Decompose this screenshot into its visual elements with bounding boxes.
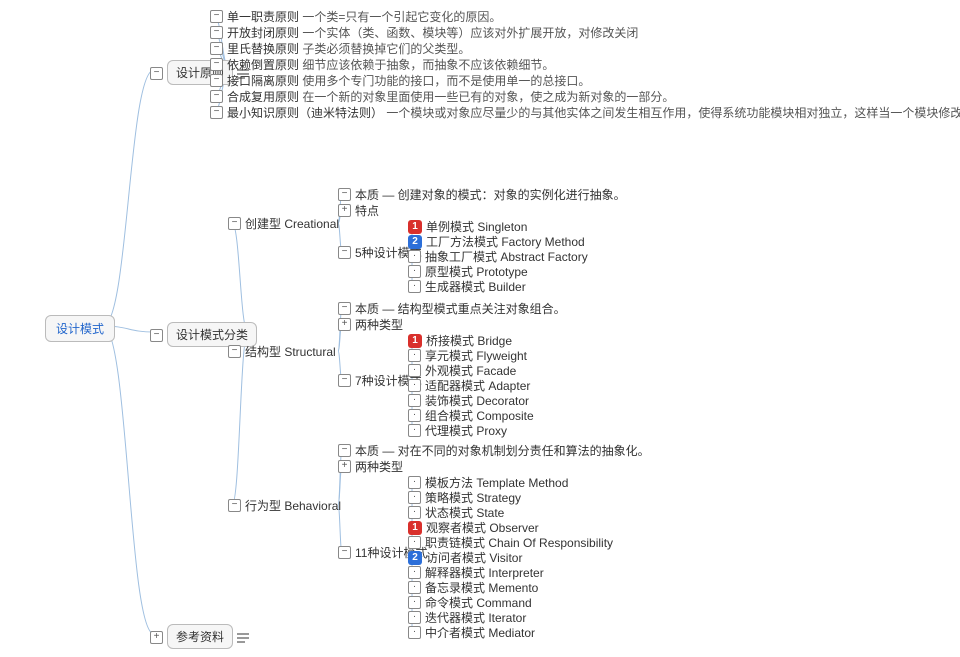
collapse-icon[interactable]: − (210, 10, 223, 23)
essence[interactable]: −本质 — 创建对象的模式：对象的实例化进行抽象。 (338, 186, 626, 203)
pattern-leaf[interactable]: ·中介者模式 Mediator (408, 624, 535, 641)
expand-icon[interactable]: · (408, 506, 421, 519)
expand-icon[interactable]: · (408, 596, 421, 609)
principle-desc: 在一个新的对象里面使用一些已有的对象，使之成为新对象的一部分。 (302, 88, 674, 105)
principle-title: 合成复用原则 (227, 88, 299, 105)
collapse-icon[interactable]: − (228, 499, 241, 512)
collapse-icon[interactable]: − (150, 329, 163, 342)
pattern-leaf[interactable]: ·生成器模式 Builder (408, 278, 526, 295)
expand-icon[interactable]: · (408, 581, 421, 594)
principle-row[interactable]: −里氏替换原则 子类必须替换掉它们的父类型。 (210, 40, 470, 57)
collapse-icon[interactable]: − (338, 302, 351, 315)
collapse-icon[interactable]: + (338, 460, 351, 473)
category-structural[interactable]: −结构型 Structural (228, 343, 336, 360)
expand-icon[interactable]: · (408, 250, 421, 263)
principle-row[interactable]: −合成复用原则 在一个新的对象里面使用一些已有的对象，使之成为新对象的一部分。 (210, 88, 674, 105)
category-behavioral[interactable]: −行为型 Behavioral (228, 497, 341, 514)
notes-icon (237, 633, 249, 643)
expand-icon[interactable]: · (408, 265, 421, 278)
collapse-icon[interactable]: − (210, 58, 223, 71)
collapse-icon[interactable]: − (228, 345, 241, 358)
principle-row[interactable]: −开放封闭原则 一个实体（类、函数、模块等）应该对外扩展开放，对修改关闭 (210, 24, 638, 41)
collapse-icon[interactable]: − (338, 188, 351, 201)
principle-desc: 一个模块或对象应尽量少的与其他实体之间发生相互作用，使得系统功能模块相对独立，这… (386, 104, 960, 121)
principle-row[interactable]: −最小知识原则（迪米特法则） 一个模块或对象应尽量少的与其他实体之间发生相互作用… (210, 104, 960, 121)
traits[interactable]: +特点 (338, 202, 379, 219)
principle-desc: 细节应该依赖于抽象，而抽象不应该依赖细节。 (302, 56, 554, 73)
collapse-icon[interactable]: − (210, 90, 223, 103)
collapse-icon[interactable]: − (228, 217, 241, 230)
collapse-icon[interactable]: − (338, 374, 351, 387)
collapse-icon[interactable]: + (338, 204, 351, 217)
essence[interactable]: −本质 — 对在不同的对象机制划分责任和算法的抽象化。 (338, 442, 650, 459)
expand-icon[interactable]: · (408, 349, 421, 362)
collapse-icon[interactable]: − (210, 42, 223, 55)
expand-icon[interactable]: · (408, 364, 421, 377)
principle-desc: 一个类=只有一个引起它变化的原因。 (302, 8, 501, 25)
expand-icon[interactable]: · (408, 394, 421, 407)
expand-icon[interactable]: · (408, 566, 421, 579)
collapse-icon[interactable]: − (210, 106, 223, 119)
root-node[interactable]: 设计模式 (45, 315, 115, 342)
principle-desc: 子类必须替换掉它们的父类型。 (302, 40, 470, 57)
expand-icon[interactable]: · (408, 379, 421, 392)
essence[interactable]: −本质 — 结构型模式重点关注对象组合。 (338, 300, 566, 317)
expand-icon[interactable]: · (408, 536, 421, 549)
principle-title: 依赖倒置原则 (227, 56, 299, 73)
principle-row[interactable]: −依赖倒置原则 细节应该依赖于抽象，而抽象不应该依赖细节。 (210, 56, 554, 73)
principle-title: 开放封闭原则 (227, 24, 299, 41)
badge-icon: 1 (408, 220, 422, 234)
badge-icon: 2 (408, 235, 422, 249)
principle-row[interactable]: −接口隔离原则 使用多个专门功能的接口，而不是使用单一的总接口。 (210, 72, 590, 89)
expand-icon[interactable]: · (408, 409, 421, 422)
kinds[interactable]: +两种类型 (338, 316, 403, 333)
badge-icon: 1 (408, 521, 422, 535)
collapse-icon[interactable]: + (338, 318, 351, 331)
root-label: 设计模式 (45, 315, 115, 342)
badge-icon: 2 (408, 551, 422, 565)
category-creational[interactable]: −创建型 Creational (228, 215, 339, 232)
kinds[interactable]: +两种类型 (338, 458, 403, 475)
principle-title: 最小知识原则（迪米特法则） (227, 104, 383, 121)
collapse-icon[interactable]: − (338, 444, 351, 457)
badge-icon: 1 (408, 334, 422, 348)
collapse-icon[interactable]: − (150, 67, 163, 80)
expand-icon[interactable]: · (408, 626, 421, 639)
collapse-icon[interactable]: − (210, 74, 223, 87)
principle-title: 接口隔离原则 (227, 72, 299, 89)
expand-icon[interactable]: · (408, 491, 421, 504)
collapse-icon[interactable]: − (210, 26, 223, 39)
principle-desc: 一个实体（类、函数、模块等）应该对外扩展开放，对修改关闭 (302, 24, 638, 41)
pattern-leaf[interactable]: ·代理模式 Proxy (408, 422, 507, 439)
principle-title: 单一职责原则 (227, 8, 299, 25)
principle-title: 里氏替换原则 (227, 40, 299, 57)
expand-icon[interactable]: · (408, 424, 421, 437)
expand-icon[interactable]: + (150, 631, 163, 644)
expand-icon[interactable]: · (408, 280, 421, 293)
expand-icon[interactable]: · (408, 476, 421, 489)
principle-desc: 使用多个专门功能的接口，而不是使用单一的总接口。 (302, 72, 590, 89)
principle-row[interactable]: −单一职责原则 一个类=只有一个引起它变化的原因。 (210, 8, 501, 25)
node-references[interactable]: +参考资料 (150, 624, 249, 649)
collapse-icon[interactable]: − (338, 246, 351, 259)
collapse-icon[interactable]: − (338, 546, 351, 559)
expand-icon[interactable]: · (408, 611, 421, 624)
